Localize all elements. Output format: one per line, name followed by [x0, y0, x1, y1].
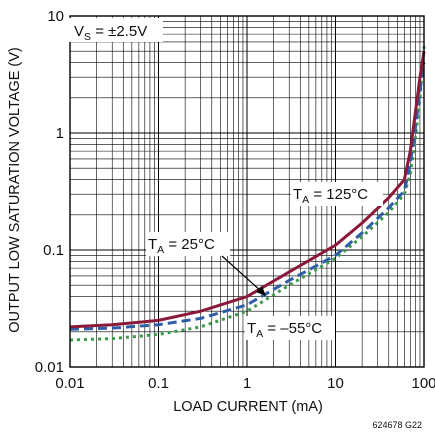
curves [69, 46, 426, 342]
series-label-25c: TA = 25°C [146, 232, 230, 256]
label-125-sub: A [302, 194, 309, 206]
y-tick-label: 0.01 [35, 359, 64, 376]
label-25-sub: A [157, 244, 164, 256]
tick-labels: 0.01 0.1 1 10 100 10 1 0.1 0.01 [35, 8, 435, 392]
plot-frame [69, 15, 425, 368]
label-25-arrowhead [256, 286, 266, 296]
plot-border [69, 15, 425, 368]
x-tick-label: 1 [243, 375, 251, 392]
x-tick-label: 10 [327, 375, 344, 392]
series-line-0 [69, 50, 426, 329]
y-tick-label: 0.1 [43, 242, 64, 259]
x-tick-label: 0.01 [55, 375, 84, 392]
label-125-rest: = 125°C [309, 186, 368, 203]
svg-text:TA = 125°C: TA = 125°C [293, 186, 368, 206]
y-tick-label: 1 [56, 125, 64, 142]
svg-text:TA = 25°C: TA = 25°C [148, 236, 215, 256]
vs-rest: = ±2.5V [91, 23, 147, 40]
label-neg55-sub: A [256, 328, 263, 340]
series-line-1 [69, 62, 426, 331]
series-label-125c: TA = 125°C [291, 182, 383, 206]
y-axis-label: OUTPUT LOW SATURATION VOLTAGE (V) [7, 47, 23, 332]
figure-id: 624678 G22 [372, 420, 422, 430]
vs-main: V [74, 23, 84, 40]
label-25-main: T [148, 236, 157, 253]
series-label-neg55c: TA = –55°C [245, 316, 335, 340]
x-axis-label: LOAD CURRENT (mA) [173, 399, 323, 415]
y-tick-label: 10 [47, 8, 64, 25]
vs-sub: S [84, 31, 91, 43]
label-25-rest: = 25°C [164, 236, 215, 253]
svg-text:TA = –55°C: TA = –55°C [247, 320, 322, 340]
label-125-main: T [293, 186, 302, 203]
x-tick-label: 100 [411, 375, 435, 392]
label-neg55-main: T [247, 320, 256, 337]
label-neg55-rest: = –55°C [263, 320, 322, 337]
svg-text:VS = ±2.5V: VS = ±2.5V [74, 23, 147, 43]
x-tick-label: 0.1 [148, 375, 169, 392]
label-25-arrow [221, 255, 263, 293]
supply-voltage-label: VS = ±2.5V [69, 18, 163, 43]
